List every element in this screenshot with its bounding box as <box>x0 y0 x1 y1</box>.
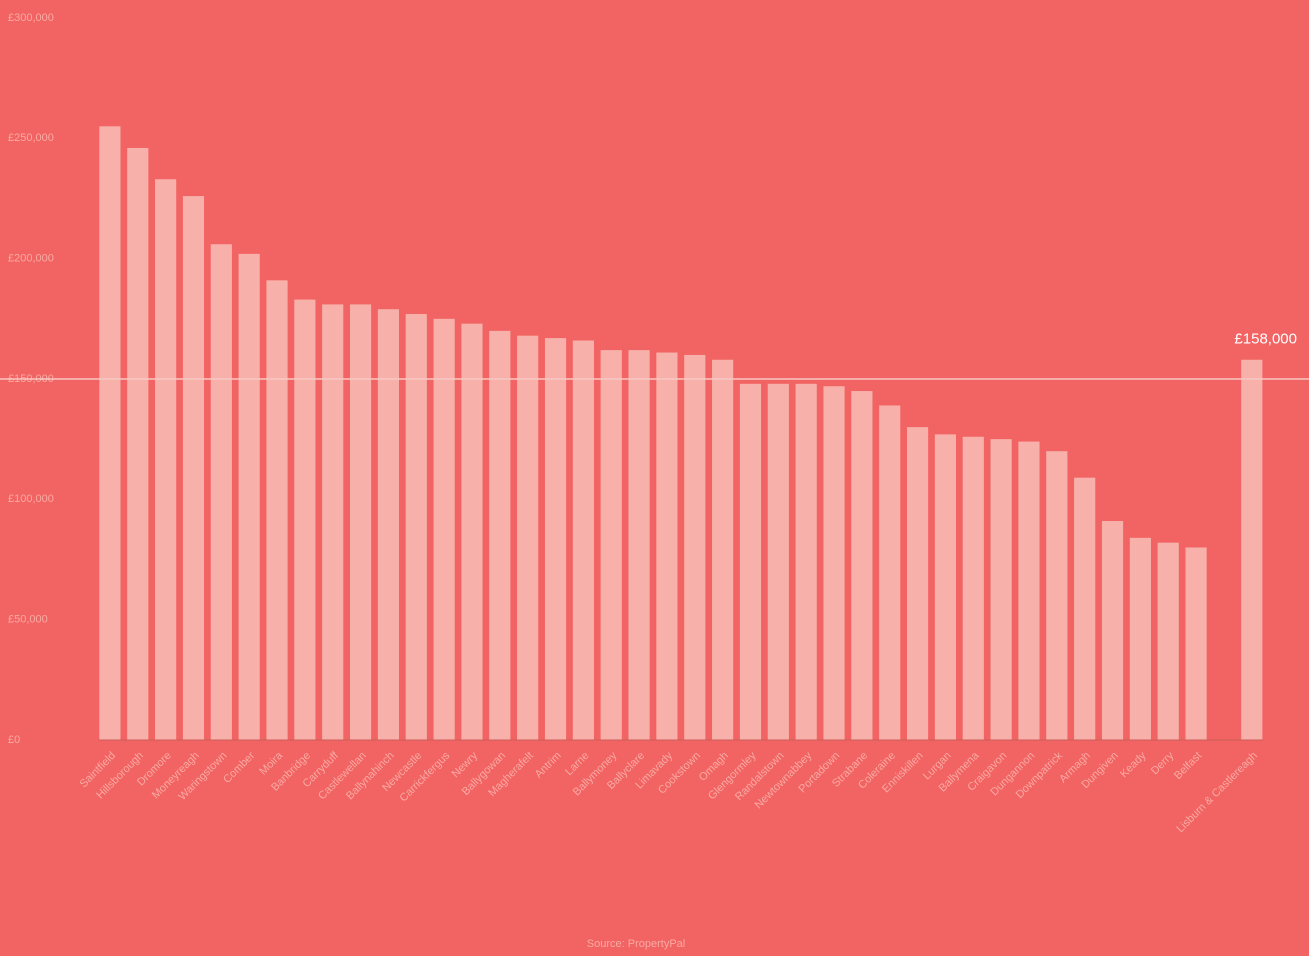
y-tick-label: £250,000 <box>8 132 54 144</box>
bar <box>600 350 622 740</box>
bar <box>266 280 288 740</box>
bar <box>767 383 789 740</box>
bar <box>656 352 678 740</box>
bar <box>294 299 316 740</box>
bar <box>322 304 344 740</box>
bar <box>795 383 817 740</box>
y-tick-label: £200,000 <box>8 253 54 265</box>
bar <box>238 253 260 740</box>
y-tick-label: £50,000 <box>8 614 48 626</box>
bar <box>99 126 121 741</box>
bar <box>823 386 845 740</box>
bar <box>461 323 483 740</box>
bar <box>934 434 957 740</box>
bar <box>1185 547 1207 740</box>
bar <box>1157 542 1179 740</box>
y-tick-label: £100,000 <box>8 493 54 505</box>
bar <box>712 359 734 740</box>
bar <box>962 436 984 740</box>
bar <box>182 196 205 741</box>
bar <box>349 304 372 740</box>
bar <box>1241 359 1263 740</box>
bar <box>684 354 706 740</box>
bar <box>990 439 1012 740</box>
bar <box>1129 537 1151 740</box>
bar <box>739 383 762 740</box>
source-note: Source: PropertyPal <box>587 938 685 950</box>
y-tick-label: £0 <box>8 734 20 746</box>
bar <box>1074 477 1096 740</box>
bar <box>1101 520 1124 740</box>
value-label: £158,000 <box>1234 331 1297 348</box>
bar <box>906 427 929 740</box>
bar <box>572 340 594 740</box>
bar <box>1046 451 1068 740</box>
bar <box>1018 441 1040 740</box>
bar <box>517 335 539 740</box>
bar <box>210 244 232 740</box>
bar <box>851 391 873 740</box>
bar <box>155 179 177 740</box>
bar <box>628 350 650 740</box>
bar <box>879 405 901 740</box>
bar <box>433 318 455 740</box>
bar <box>489 330 511 740</box>
bar <box>405 314 427 740</box>
y-tick-label: £300,000 <box>8 12 54 24</box>
bar <box>544 338 567 740</box>
bar <box>127 147 149 740</box>
bar <box>377 309 400 740</box>
